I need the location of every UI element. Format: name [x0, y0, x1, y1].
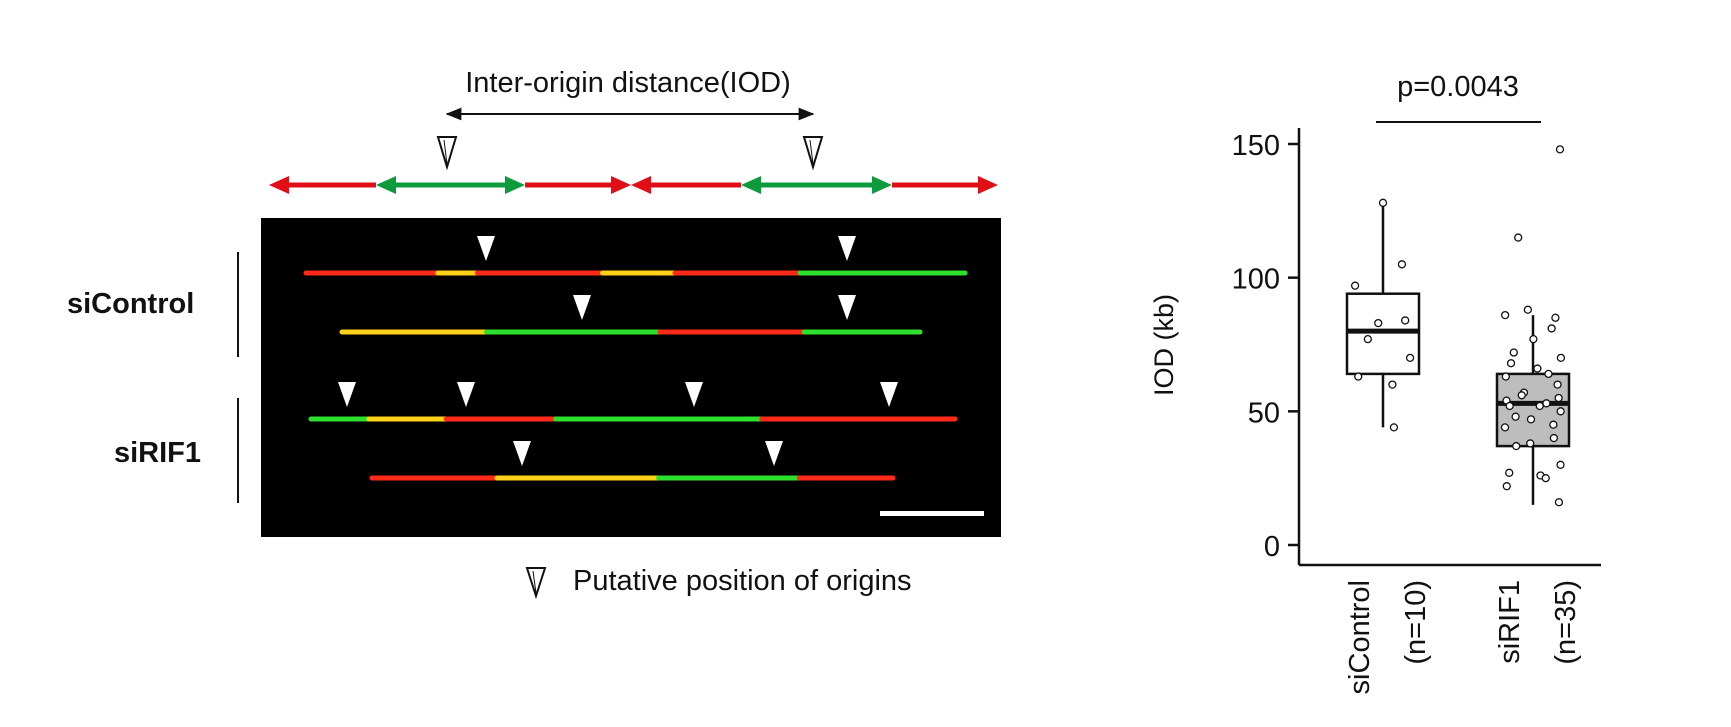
fork-arrowhead [611, 176, 631, 194]
legend-origin-label: Putative position of origins [573, 565, 912, 597]
fork-arrows [269, 176, 998, 194]
scale-bar [880, 511, 984, 516]
boxes [1345, 202, 1571, 505]
iod-box-plot: IOD (kb) p=0.0043 0 50 100 150 siControl (n=… [1149, 71, 1601, 694]
origin-triangle-marker [802, 136, 824, 171]
data-point [1544, 369, 1553, 379]
fork-arrowhead [978, 176, 998, 194]
fiber-origin-marker [477, 236, 495, 261]
data-point [1553, 380, 1562, 389]
data-point [1512, 441, 1521, 451]
group-label-sicontrol: siControl [67, 288, 194, 320]
data-point [1514, 233, 1523, 242]
data-point [1511, 412, 1520, 421]
x-category-n-label: (n=10) [1400, 580, 1432, 665]
fiber-origin-marker [838, 236, 856, 261]
data-point [1350, 281, 1360, 290]
data-point [1354, 372, 1363, 381]
data-point [1505, 468, 1514, 477]
fiber-origin-marker [685, 382, 703, 407]
fork-arrowhead [269, 176, 289, 194]
fiber-origin-marker [573, 295, 591, 320]
data-point [1502, 482, 1511, 491]
data-point [1556, 407, 1565, 416]
data-point [1523, 305, 1532, 314]
data-points [1350, 145, 1566, 507]
fork-arrowhead [631, 176, 651, 194]
data-point [1374, 318, 1383, 328]
y-tick-label: 150 [1232, 130, 1280, 162]
data-point [1397, 260, 1407, 269]
data-point [1389, 423, 1399, 432]
box [1345, 292, 1421, 376]
data-point [1533, 364, 1542, 373]
fork-arrowhead [376, 176, 396, 194]
iod-label: Inter-origin distance(IOD) [465, 67, 791, 99]
data-point [1554, 498, 1564, 507]
significance-label: p=0.0043 [1397, 71, 1519, 103]
fork-arrowhead [872, 176, 892, 194]
data-point [1551, 313, 1560, 322]
fork-arrowhead [741, 176, 761, 194]
data-point [1556, 460, 1565, 469]
data-point [1378, 198, 1388, 207]
data-point [1501, 372, 1510, 381]
data-point [1542, 399, 1551, 408]
fiber-origin-marker [838, 295, 856, 320]
data-point [1535, 401, 1544, 411]
fiber-origin-marker [513, 441, 531, 466]
data-point [1549, 420, 1558, 429]
data-point [1547, 324, 1556, 333]
data-point [1526, 415, 1536, 424]
data-point [1405, 353, 1415, 363]
y-tick-label: 100 [1232, 264, 1280, 296]
data-point [1506, 359, 1516, 368]
schematic: Inter-origin distance(IOD) [269, 67, 998, 194]
origin-triangle-marker [436, 136, 458, 171]
fiber-origin-marker [880, 382, 898, 407]
fiber-origin-marker [765, 441, 783, 466]
group-label-sirif1: siRIF1 [114, 437, 201, 469]
data-point [1509, 348, 1518, 357]
data-point [1500, 310, 1510, 320]
data-point [1549, 433, 1559, 443]
fiber-origin-markers [338, 236, 898, 466]
y-tick-label: 0 [1264, 531, 1280, 563]
y-tick-label: 50 [1248, 397, 1280, 429]
data-point [1401, 316, 1410, 325]
data-point [1517, 391, 1526, 400]
data-point [1529, 335, 1538, 344]
y-ticks: 0 50 100 150 [1232, 130, 1299, 563]
fiber-origin-marker [457, 382, 475, 407]
x-category-label: siControl [1344, 580, 1376, 694]
fiber-origin-marker [338, 382, 356, 407]
x-category-labels: siControl (n=10) siRIF1 (n=35) [1344, 580, 1582, 694]
micrograph-panel [261, 218, 1001, 537]
data-point [1556, 353, 1566, 363]
data-point [1505, 401, 1514, 411]
dna-fibers [303, 270, 968, 481]
data-point [1388, 380, 1397, 389]
data-point [1541, 474, 1550, 483]
x-category-n-label: (n=35) [1550, 580, 1582, 665]
x-category-label: siRIF1 [1494, 580, 1526, 664]
data-point [1554, 393, 1563, 403]
data-point [1555, 145, 1565, 154]
data-point [1500, 423, 1510, 432]
origin-legend: Putative position of origins [525, 565, 912, 600]
micrograph-background [261, 218, 1001, 537]
y-axis-label: IOD (kb) [1149, 294, 1179, 396]
fork-arrowhead [505, 176, 525, 194]
data-point [1363, 335, 1373, 344]
legend-triangle-icon [525, 567, 547, 600]
data-point [1526, 439, 1535, 448]
